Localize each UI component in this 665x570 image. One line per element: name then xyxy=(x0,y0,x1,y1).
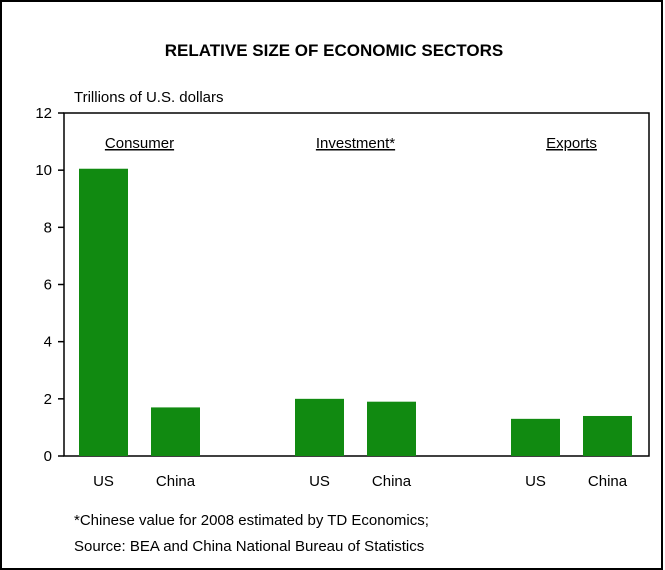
labels-group: Consumer US China Investment* US China Exports… xyxy=(93,135,628,490)
y-tick-label: 4 xyxy=(44,334,52,351)
y-tick-label: 12 xyxy=(35,105,52,122)
footnote: *Chinese value for 2008 estimated by TD … xyxy=(74,512,429,529)
bar-exports-china xyxy=(583,415,632,456)
bar-chart: RELATIVE SIZE OF ECONOMIC SECTORS Trilli… xyxy=(35,41,650,555)
group-label: Consumer xyxy=(105,135,174,152)
bar-consumer-us xyxy=(79,168,128,457)
bar-investment-us xyxy=(295,398,344,456)
bar-consumer-china xyxy=(151,407,200,456)
chart-title: RELATIVE SIZE OF ECONOMIC SECTORS xyxy=(165,41,503,60)
y-tick-label: 10 xyxy=(35,162,52,179)
x-tick-label: China xyxy=(156,473,196,490)
bars-group xyxy=(79,168,632,457)
bar-investment-china xyxy=(367,401,416,456)
x-tick-label: US xyxy=(93,473,114,490)
x-tick-label: US xyxy=(525,473,546,490)
y-tick-label: 8 xyxy=(44,219,52,236)
x-tick-label: China xyxy=(372,473,412,490)
plot-area xyxy=(63,112,650,457)
y-axis-label: Trillions of U.S. dollars xyxy=(74,89,224,106)
y-axis: 0 2 4 6 8 10 12 xyxy=(35,105,64,465)
y-tick-label: 0 xyxy=(44,448,52,465)
y-tick-label: 2 xyxy=(44,391,52,408)
source-note: Source: BEA and China National Bureau of… xyxy=(74,538,424,555)
group-label: Investment* xyxy=(316,135,395,152)
bar-exports-us xyxy=(511,418,560,456)
x-tick-label: US xyxy=(309,473,330,490)
group-label: Exports xyxy=(546,135,597,152)
x-tick-label: China xyxy=(588,473,628,490)
y-tick-label: 6 xyxy=(44,277,52,294)
